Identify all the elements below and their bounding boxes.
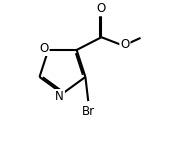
Text: O: O: [120, 38, 130, 51]
Text: N: N: [55, 90, 64, 103]
Text: O: O: [97, 2, 106, 15]
Text: Br: Br: [82, 105, 95, 118]
Text: O: O: [39, 42, 49, 55]
